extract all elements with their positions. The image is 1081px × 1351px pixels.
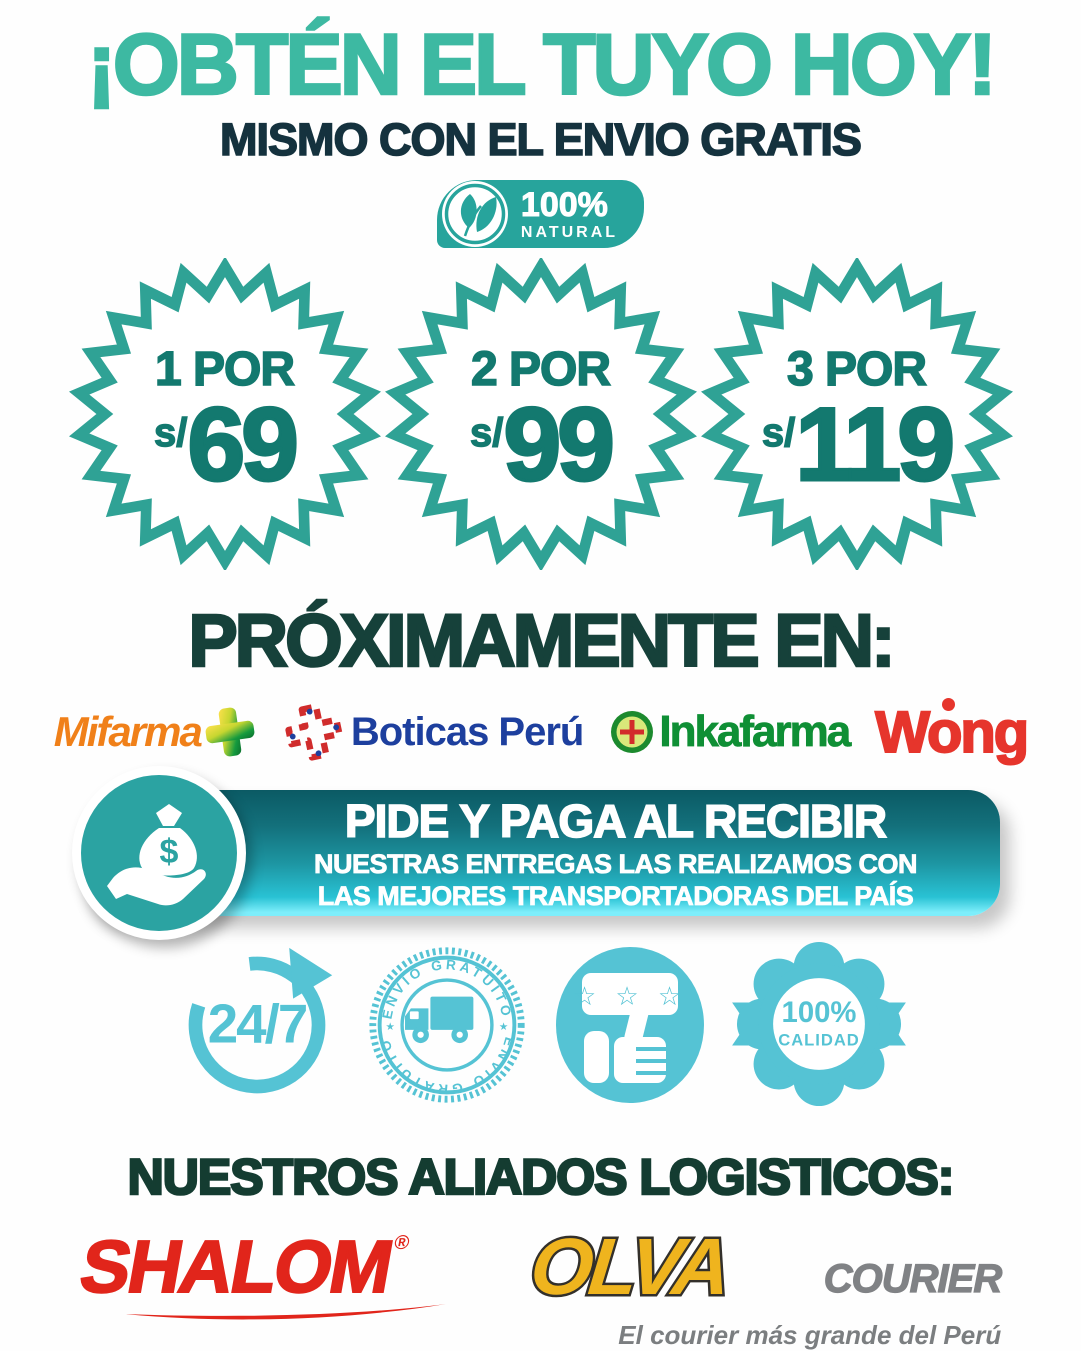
- shalom-logo: SHALOM ®: [72, 1224, 464, 1322]
- badge-price: 99: [502, 386, 617, 503]
- badge-qty: 1 POR: [154, 342, 296, 397]
- price-badge-2: 2 POR s/ 99: [384, 258, 697, 580]
- cod-banner: $ PIDE Y PAGA AL RECIBIR NUESTRAS ENTREG…: [71, 765, 1000, 940]
- cod-line1: NUESTRAS ENTREGAS LAS REALIZAMOS CON: [313, 848, 918, 879]
- badge-qty: 2 POR: [470, 342, 612, 397]
- price-badge-3: 3 POR s/ 119: [700, 258, 1013, 580]
- boticas-wordmark: Boticas Perú: [350, 709, 585, 754]
- natural-label: NATURAL: [520, 223, 619, 241]
- cod-title: PIDE Y PAGA AL RECIBIR: [344, 794, 888, 848]
- shalom-wordmark: SHALOM: [73, 1224, 398, 1309]
- 24-7-icon: 24/7: [188, 947, 332, 1094]
- badge-qty: 3 POR: [786, 342, 928, 397]
- price-badge-1: 1 POR s/ 69: [68, 258, 381, 580]
- mifarma-wordmark: Mifarma: [53, 708, 203, 756]
- inkafarma-logo: Inkafarma: [609, 707, 852, 757]
- starburst-icon: [700, 258, 1013, 570]
- shalom-reg-mark: ®: [392, 1232, 411, 1254]
- starburst-icon: [68, 258, 381, 570]
- money-hand-icon: $: [106, 803, 206, 906]
- olva-courier-text: COURIER: [823, 1256, 1003, 1301]
- finger-lines: [635, 1047, 666, 1075]
- partners-row: Mifarma: [54, 697, 1030, 768]
- reviews-thumbs-up-icon: ☆ ☆ ☆: [555, 947, 704, 1103]
- quality-percent: 100%: [781, 996, 856, 1029]
- mifarma-logo: Mifarma: [54, 703, 259, 761]
- wong-wordmark: Wong: [874, 699, 1030, 766]
- boticas-cross-icon: [285, 703, 343, 762]
- features-row: 24/7 ENVIO GRATUITO ENVIO GRATUITO ★ ★: [174, 942, 908, 1108]
- logistics-logos-row: SHALOM ® OLVA COURIER El courier más gra…: [73, 1220, 1003, 1351]
- wong-dot-icon: [942, 697, 956, 711]
- leaf-icon: [441, 181, 508, 247]
- subheadline: MISMO CON EL ENVIO GRATIS: [219, 113, 862, 166]
- badge-currency: s/: [761, 410, 796, 455]
- coming-soon-title: PRÓXIMAMENTE EN:: [187, 598, 897, 684]
- truck-icon: [404, 996, 473, 1044]
- mifarma-cross-icon: [205, 708, 255, 757]
- cod-line2: LAS MEJORES TRANSPORTADORAS DEL PAÍS: [317, 880, 914, 912]
- svg-text:ENVIO GRATUITO: ENVIO GRATUITO: [376, 1035, 517, 1096]
- natural-badge: 100% NATURAL: [436, 180, 645, 248]
- olva-wordmark: OLVA: [526, 1221, 731, 1311]
- olva-tagline: El courier más grande del Perú: [618, 1320, 1002, 1350]
- natural-percent: 100%: [520, 185, 608, 224]
- review-stars: ☆ ☆ ☆: [572, 981, 686, 1011]
- free-shipping-stamp-icon: ENVIO GRATUITO ENVIO GRATUITO ★ ★: [368, 947, 525, 1103]
- logistics-title: NUESTROS ALIADOS LOGISTICOS:: [126, 1148, 955, 1207]
- inkafarma-circle-icon: [611, 711, 654, 754]
- cod-circle: $: [71, 765, 246, 940]
- headline: ¡OBTÉN EL TUYO HOY!: [86, 17, 998, 113]
- stamp-star-left: ★: [385, 1021, 395, 1033]
- olva-logo: OLVA COURIER El courier más grande del P…: [520, 1220, 1003, 1351]
- badge-price: 119: [794, 386, 957, 503]
- stamp-star-right: ★: [498, 1021, 508, 1033]
- shalom-swoosh-icon: [124, 1304, 446, 1320]
- availability-text: 24/7: [207, 993, 306, 1055]
- badge-currency: s/: [153, 410, 188, 455]
- starburst-icon: [384, 258, 697, 570]
- wong-logo: Wong: [874, 697, 1030, 766]
- quality-badge-icon: 100% CALIDAD: [731, 942, 906, 1107]
- inkafarma-wordmark: Inkafarma: [659, 707, 852, 757]
- badge-price: 69: [186, 386, 301, 503]
- price-badges-row: 1 POR s/ 69 2 POR s/ 99: [68, 258, 1013, 580]
- dollar-glyph: $: [159, 833, 178, 871]
- stamp-text-bottom: ENVIO GRATUITO: [376, 1035, 513, 1096]
- olva-wordmark-svg: OLVA: [524, 1220, 734, 1312]
- boticas-peru-logo: Boticas Perú: [285, 701, 584, 763]
- quality-label: CALIDAD: [778, 1031, 860, 1050]
- badge-currency: s/: [469, 410, 504, 455]
